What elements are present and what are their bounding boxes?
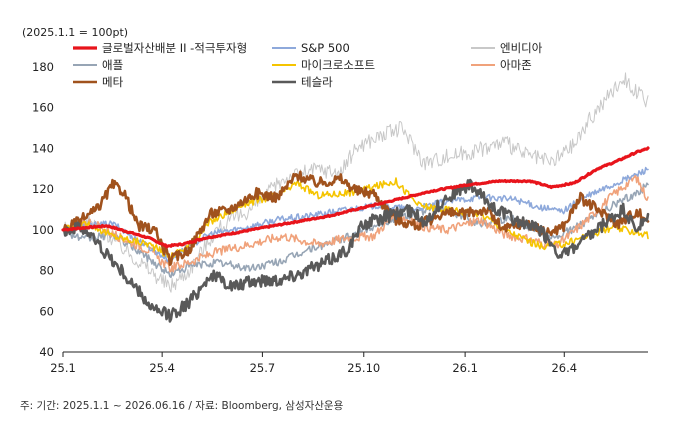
series-line xyxy=(62,72,649,293)
y-tick-label: 60 xyxy=(39,304,54,318)
legend-label: 애플 xyxy=(102,58,123,72)
legend-label: 테슬라 xyxy=(301,75,333,89)
source-note: 주: 기간: 2025.1.1 ~ 2026.06.16 / 자료: Bloom… xyxy=(20,400,344,412)
x-tick-label: 26.1 xyxy=(452,361,478,375)
y-tick-label: 140 xyxy=(32,141,54,155)
series-layer xyxy=(61,72,650,323)
series-line xyxy=(61,170,650,267)
x-tick-label: 25.7 xyxy=(250,361,276,375)
y-tick-label: 160 xyxy=(32,101,54,115)
series-line xyxy=(62,182,649,279)
legend-label: S&P 500 xyxy=(301,41,350,55)
y-tick-label: 180 xyxy=(32,60,54,74)
x-tick-label: 26.4 xyxy=(551,361,577,375)
x-tick-label: 25.10 xyxy=(347,361,380,375)
y-tick-label: 80 xyxy=(39,264,54,278)
x-axis-ticks: 25.1 25.4 25.7 25.10 26.1 26.4 xyxy=(50,352,577,375)
legend-label: 메타 xyxy=(102,75,124,89)
legend-label: 글로벌자산배분 II -적극투자형 xyxy=(102,41,247,55)
legend-label: 마이크로소프트 xyxy=(301,58,375,72)
legend-label: 아마존 xyxy=(500,58,532,72)
y-tick-label: 40 xyxy=(39,345,54,359)
unit-note: (2025.1.1 = 100pt) xyxy=(22,26,128,39)
x-tick-label: 25.1 xyxy=(50,361,76,375)
legend-label: 엔비디아 xyxy=(500,41,543,55)
x-tick-label: 25.4 xyxy=(149,361,175,375)
y-tick-label: 120 xyxy=(32,182,54,196)
series-line xyxy=(61,178,650,323)
series-line xyxy=(61,146,650,249)
y-axis-ticks: 40 60 80 100 120 140 160 180 xyxy=(32,60,54,359)
y-tick-label: 100 xyxy=(32,223,54,237)
